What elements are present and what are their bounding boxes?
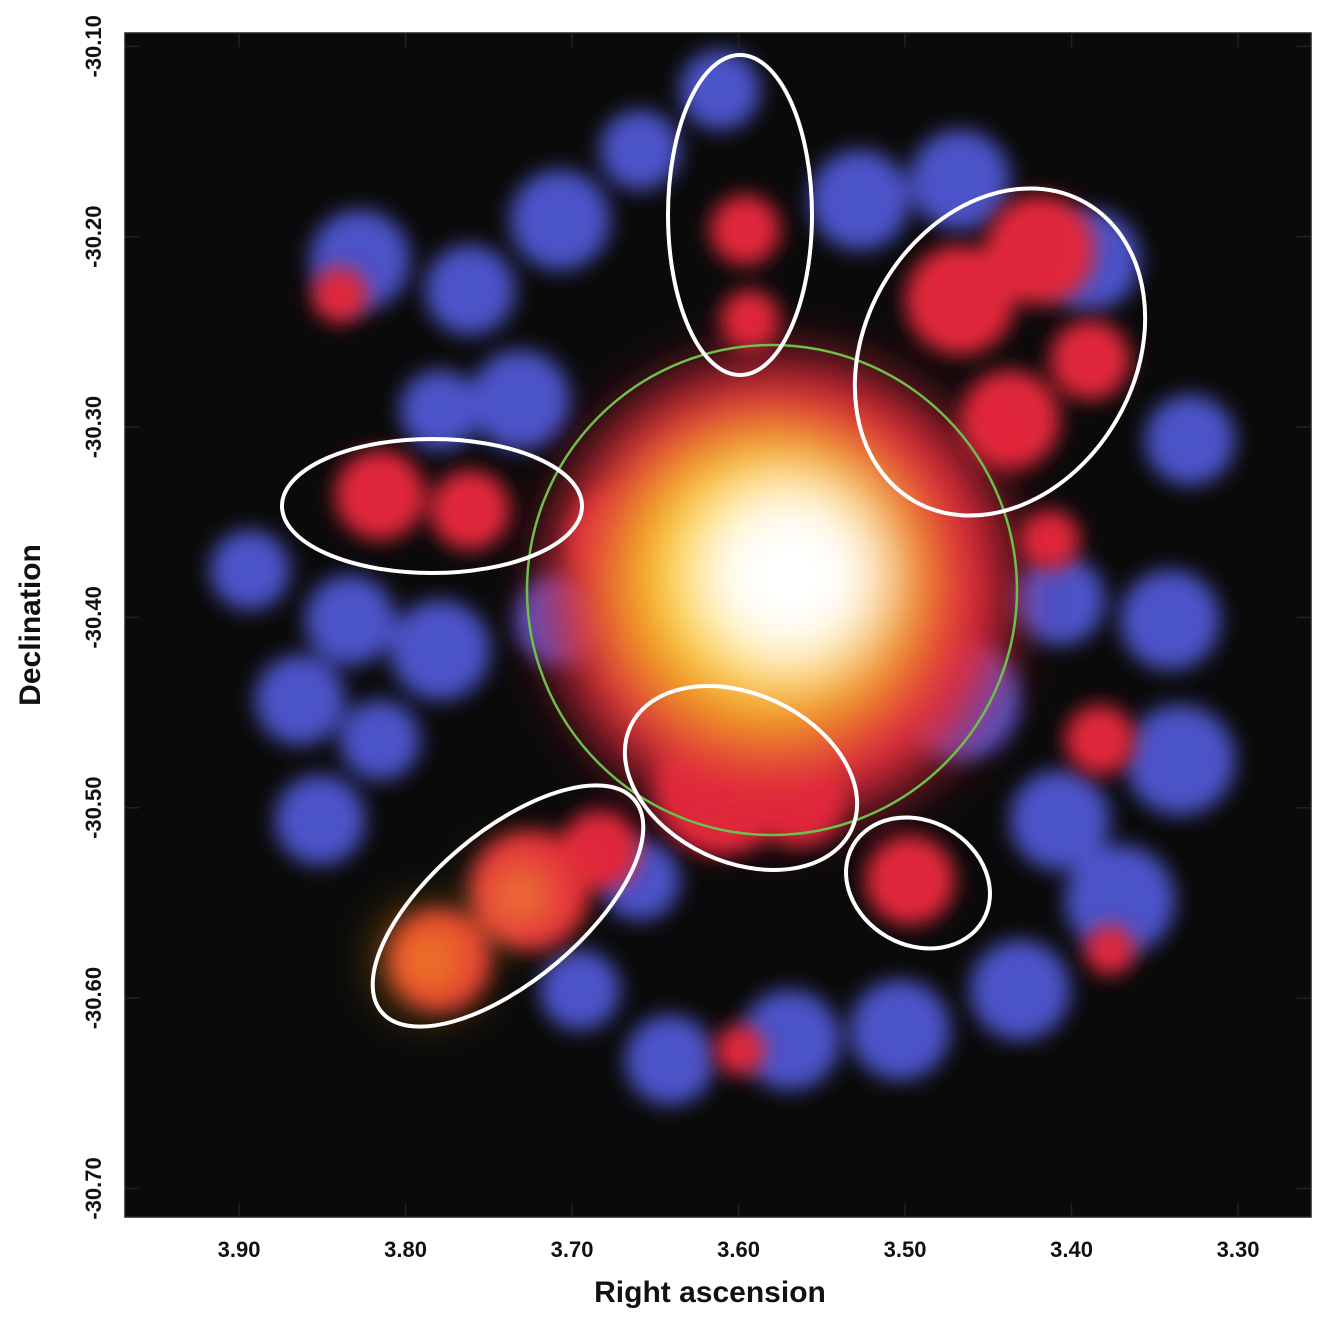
- chart: Right ascension Declination 3.90 3.80 3.70…: [0, 0, 1321, 1313]
- x-axis-title: Right ascension: [594, 1276, 826, 1309]
- x-tick-label: 3.30: [1217, 1237, 1260, 1262]
- page: {"chart_data": {"type": "image", "xlabel…: [0, 0, 1321, 1318]
- x-tick-label: 3.50: [884, 1237, 927, 1262]
- y-tick-label: -30.20: [81, 205, 106, 267]
- y-tick-label: -30.40: [81, 586, 106, 648]
- x-tick-label: 3.70: [551, 1237, 594, 1262]
- x-tick-label: 3.40: [1050, 1237, 1093, 1262]
- y-tick-label: -30.50: [81, 777, 106, 839]
- y-tick-label: -30.30: [81, 396, 106, 458]
- x-tick-label: 3.60: [717, 1237, 760, 1262]
- x-tick-label: 3.90: [218, 1237, 261, 1262]
- y-axis-title: Declination: [14, 544, 47, 706]
- x-tick-label: 3.80: [384, 1237, 427, 1262]
- y-tick-label: -30.60: [81, 967, 106, 1029]
- y-tick-label: -30.70: [81, 1157, 106, 1219]
- y-tick-label: -30.10: [81, 15, 106, 77]
